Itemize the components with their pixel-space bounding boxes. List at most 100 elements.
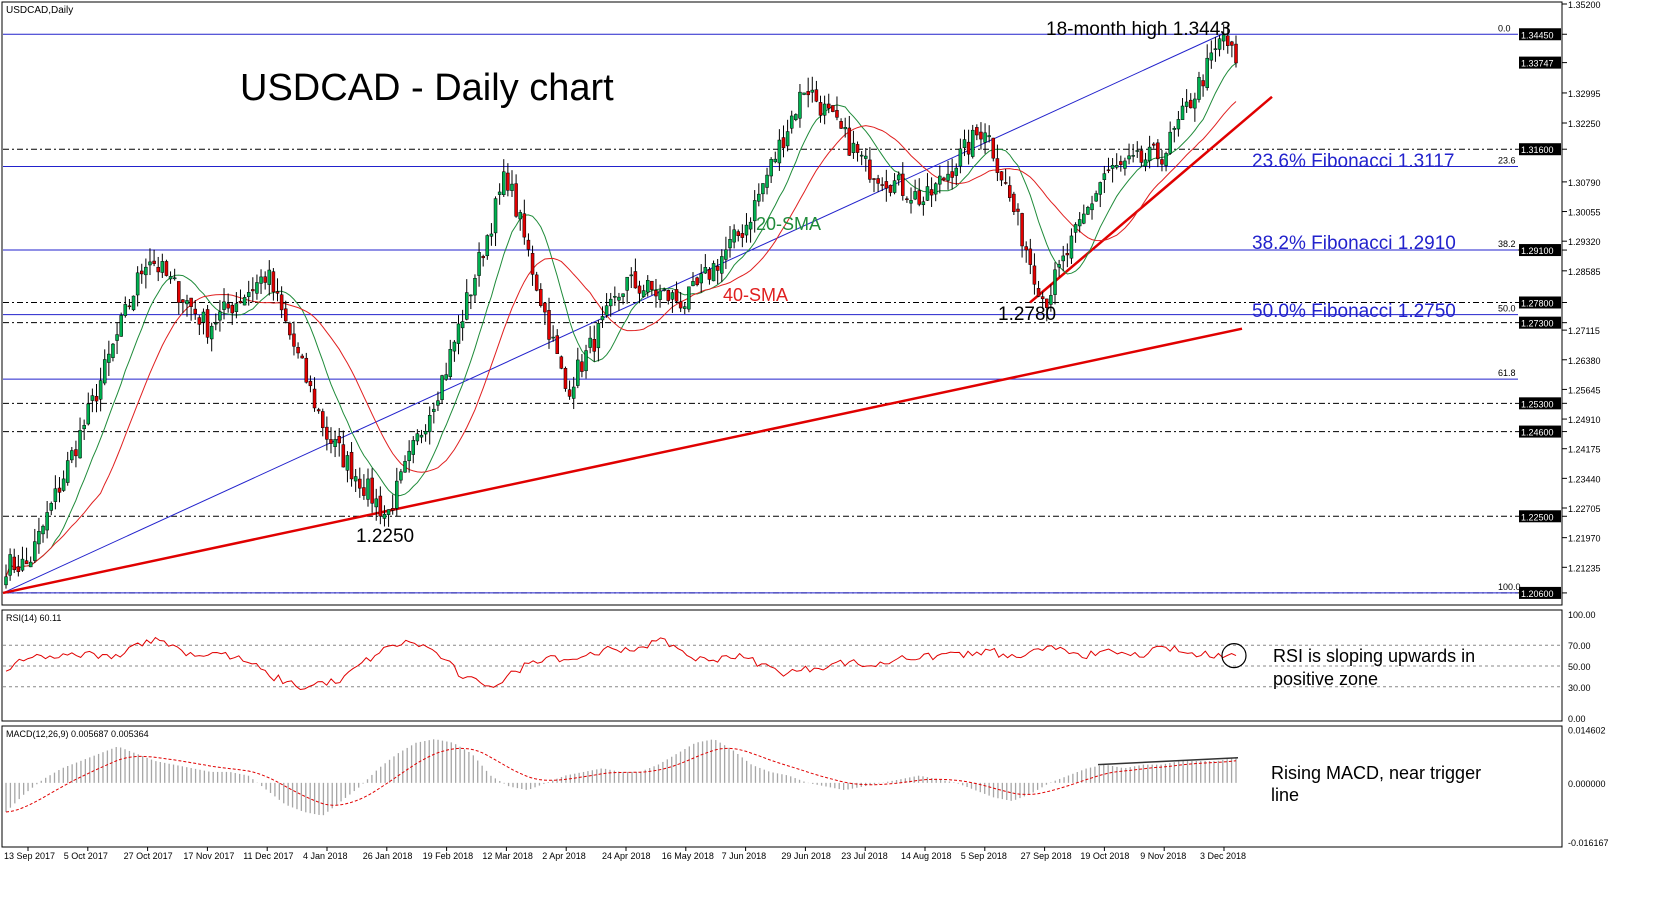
candle-body [868, 159, 872, 180]
candle-body [469, 294, 473, 297]
price-tag: 1.31600 [1521, 145, 1554, 155]
candle-body [135, 272, 140, 296]
candle-body [341, 444, 346, 468]
macd-annotation: Rising MACD, near trigger line [1271, 763, 1481, 805]
fibonacci-pct: 0.0 [1498, 23, 1511, 33]
date-tick-label: 7 Jun 2018 [722, 851, 767, 861]
candle-body [1180, 105, 1185, 120]
date-axis: 13 Sep 2017 5 Oct 2017 27 Oct 2017 17 Nov 2… [4, 847, 1246, 861]
candle-body [296, 346, 300, 354]
candle-body [539, 289, 543, 306]
candle-body [279, 294, 284, 311]
candle-body [222, 301, 226, 310]
candle-body [596, 323, 601, 349]
candle-body [440, 375, 444, 400]
candle-body [1139, 150, 1144, 163]
candle-body [740, 233, 745, 238]
price-tick-label: 1.23440 [1568, 474, 1601, 484]
candle-body [1123, 160, 1127, 169]
candle-body [604, 305, 609, 316]
candle-body [864, 155, 868, 159]
candle-body [333, 439, 337, 447]
candle-body [851, 142, 856, 153]
macd-title: MACD(12,26,9) 0.005687 0.005364 [6, 729, 149, 739]
candle-body [218, 311, 222, 321]
candle-body [909, 200, 913, 204]
candle-body [189, 297, 193, 307]
candle-body [349, 451, 354, 480]
candle-body [45, 512, 49, 531]
chart-title: USDCAD - Daily chart [240, 67, 614, 109]
candle-body [958, 148, 963, 167]
price-tag: 1.25300 [1521, 399, 1554, 409]
candle-body [1197, 77, 1201, 100]
candle-body [929, 189, 934, 196]
price-tag-bg [1519, 510, 1561, 523]
candle-body [884, 181, 889, 189]
candle-body [1193, 98, 1197, 109]
candle-body [896, 174, 901, 181]
candle-body [1164, 153, 1168, 166]
candle-body [1077, 219, 1082, 227]
price-tick-label: 1.21970 [1568, 534, 1601, 544]
candle-body [1073, 224, 1078, 233]
annotation-low-1-2250: 1.2250 [356, 526, 414, 547]
candle-body [238, 300, 243, 304]
candle-body [1065, 253, 1070, 256]
rsi-highlight-circle [1221, 642, 1247, 669]
candle-body [337, 435, 341, 444]
fib-label-23-6: 23.6% Fibonacci 1.3117 [1252, 151, 1454, 172]
candle-body [312, 388, 317, 409]
candle-body [855, 144, 860, 153]
candle-body [316, 409, 321, 412]
candlesticks [4, 24, 1238, 589]
date-tick-label: 27 Sep 2018 [1021, 851, 1072, 861]
candle-body [732, 229, 736, 243]
rsi-tick-label: 30.00 [1568, 683, 1591, 693]
candle-body [283, 308, 288, 322]
candle-body [933, 183, 938, 195]
candle-body [131, 295, 136, 311]
candle-body [432, 408, 436, 412]
candle-body [1053, 269, 1057, 295]
candle-body [423, 431, 428, 435]
price-tag: 1.27300 [1521, 319, 1554, 329]
candle-body [115, 334, 119, 341]
candle-body [757, 193, 761, 202]
candle-body [358, 478, 362, 489]
price-tick-label: 1.35200 [1568, 0, 1601, 10]
candle-body [325, 426, 329, 440]
candle-body [193, 308, 197, 315]
candle-body [374, 498, 378, 508]
rsi-title: RSI(14) 60.11 [6, 613, 61, 623]
macd-panel-frame [1, 725, 1563, 848]
candle-body [901, 173, 905, 196]
candle-body [872, 178, 876, 180]
candle-body [246, 292, 251, 297]
candle-body [78, 430, 82, 459]
candle-body [534, 274, 539, 291]
candle-body [1049, 295, 1053, 305]
candle-body [33, 541, 37, 561]
candle-body [144, 266, 148, 276]
candle-body [20, 558, 25, 571]
price-tag-bg [1519, 296, 1561, 309]
date-tick-label: 2 Apr 2018 [542, 851, 586, 861]
candle-body [822, 103, 827, 116]
candle-body [514, 183, 518, 217]
candle-body [510, 183, 514, 191]
date-tick-label: 23 Jul 2018 [841, 851, 888, 861]
candle-body [995, 158, 1000, 173]
candle-body [300, 355, 304, 359]
rsi-tick-label: 70.00 [1568, 641, 1591, 651]
fib-label-50-0: 50.0% Fibonacci 1.2750 [1252, 301, 1456, 322]
candle-body [1160, 159, 1164, 165]
candle-body [65, 460, 70, 483]
date-tick-label: 11 Dec 2017 [243, 851, 293, 861]
candle-body [456, 323, 461, 344]
candle-body [559, 356, 564, 369]
candle-body [255, 282, 259, 294]
candle-body [789, 115, 794, 129]
price-tick-label: 1.28585 [1568, 267, 1601, 277]
